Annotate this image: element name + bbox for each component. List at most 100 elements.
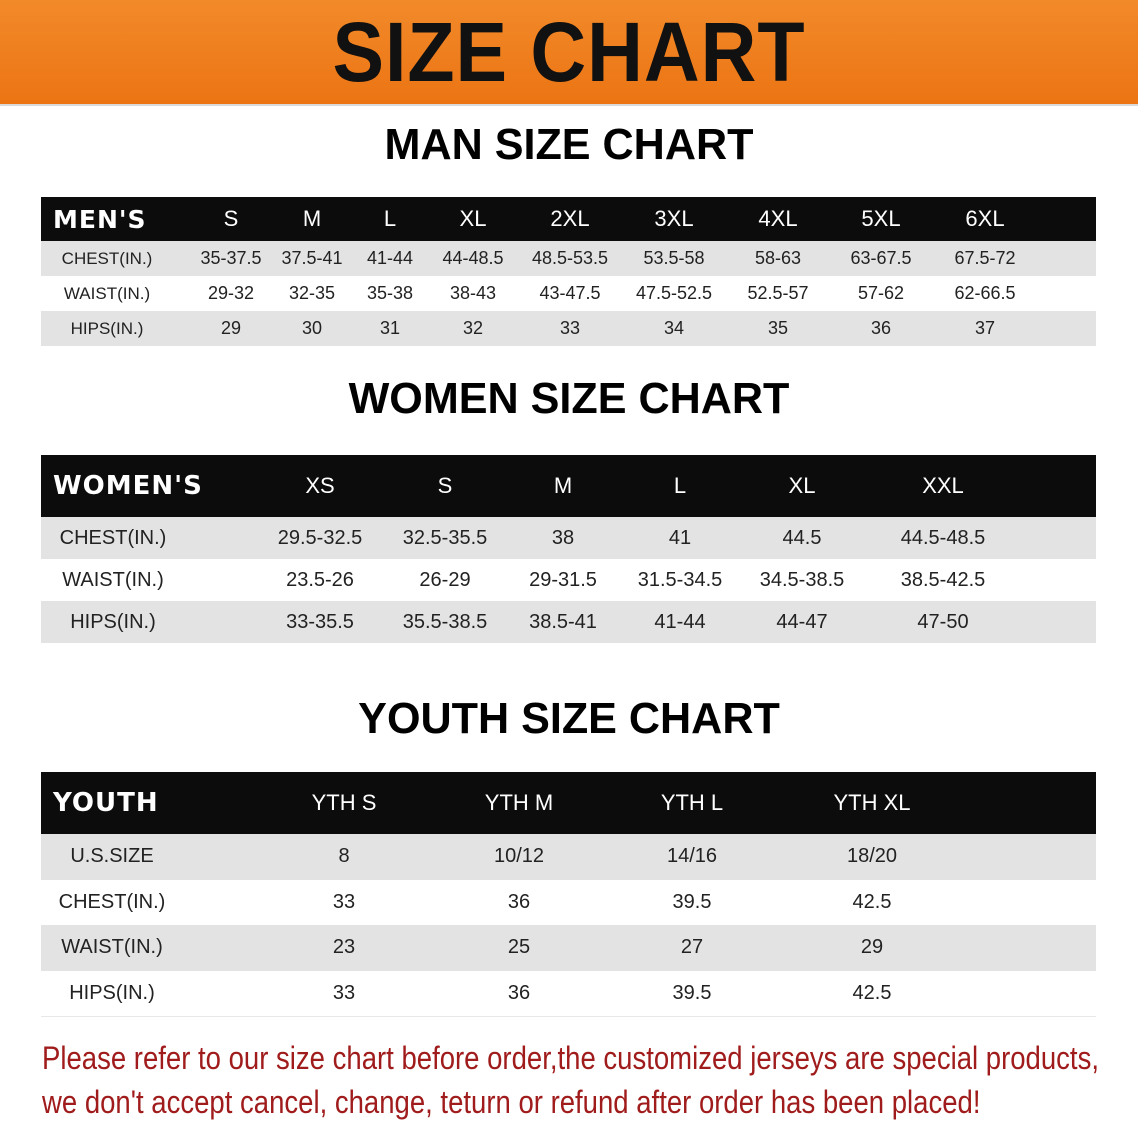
- measurement-value: 42.5: [852, 890, 892, 913]
- measurement-value: 36: [507, 890, 531, 913]
- measurement-value: 29: [220, 318, 242, 338]
- measurement-label: CHEST(IN.): [61, 248, 153, 268]
- table-row: WAIST(IN.) 23.5-26 26-29 29-31.5 31.5-34.5 34…: [41, 559, 1096, 601]
- youth-header-row: YOUTH YTH S YTH M YTH L YTH XL: [41, 772, 1096, 834]
- measurement-value: 44-48.5: [442, 248, 504, 268]
- measurement-value: 58-63: [754, 248, 802, 268]
- measurement-value: 63-67.5: [850, 248, 912, 268]
- measurement-value: 39.5: [672, 890, 712, 913]
- measurement-value: 36: [507, 981, 531, 1004]
- measurement-label: CHEST(IN.): [58, 890, 166, 913]
- measurement-value: 26-29: [419, 568, 471, 591]
- women-table-label: WOMEN'S: [53, 471, 203, 501]
- table-row: CHEST(IN.) 33 36 39.5 42.5: [41, 879, 1096, 925]
- measurement-value: 47.5-52.5: [635, 283, 713, 303]
- size-column-header: L: [383, 206, 397, 231]
- measurement-value: 34.5-38.5: [759, 568, 845, 591]
- measurement-value: 31.5-34.5: [637, 568, 723, 591]
- youth-table-label: YOUTH: [53, 788, 159, 818]
- measurement-value: 37: [974, 318, 996, 338]
- measurement-value: 35: [767, 318, 789, 338]
- size-column-header: XS: [305, 473, 335, 498]
- measurement-value: 44.5: [782, 526, 822, 549]
- size-column-header: M: [553, 473, 573, 498]
- measurement-value: 53.5-58: [643, 248, 705, 268]
- table-row: U.S.SIZE 8 10/12 14/16 18/20: [41, 834, 1096, 880]
- table-row: CHEST(IN.) 35-37.5 37.5-41 41-44 44-48.5 48.5…: [41, 241, 1096, 276]
- men-header-row: MEN'S S M L XL 2XL 3XL 4XL 5XL 6XL: [41, 197, 1096, 241]
- table-row: WAIST(IN.) 23 25 27 29: [41, 925, 1096, 971]
- women-section-title: WOMEN SIZE CHART: [348, 374, 790, 423]
- measurement-value: 41: [668, 526, 692, 549]
- size-column-header: YTH M: [484, 790, 554, 815]
- measurement-value: 35.5-38.5: [402, 610, 488, 633]
- measurement-label: U.S.SIZE: [70, 845, 154, 868]
- measurement-label: HIPS(IN.): [70, 318, 144, 338]
- measurement-value: 44.5-48.5: [900, 526, 986, 549]
- measurement-value: 38.5-41: [529, 610, 597, 633]
- measurement-value: 8: [338, 845, 350, 868]
- table-row: WAIST(IN.) 29-32 32-35 35-38 38-43 43-47.5 47.…: [41, 276, 1096, 311]
- measurement-value: 34: [663, 318, 685, 338]
- measurement-label: CHEST(IN.): [59, 526, 167, 549]
- measurement-value: 33: [332, 890, 356, 913]
- measurement-value: 29: [860, 936, 884, 959]
- women-header-row: WOMEN'S XS S M L XL XXL: [41, 455, 1096, 517]
- table-row: HIPS(IN.) 33 36 39.5 42.5: [41, 970, 1096, 1017]
- table-row: HIPS(IN.) 33-35.5 35.5-38.5 38.5-41 41-44 44-…: [41, 601, 1096, 643]
- size-column-header: YTH L: [660, 790, 724, 815]
- size-column-header: YTH S: [311, 790, 377, 815]
- measurement-value: 41-44: [366, 248, 414, 268]
- size-column-header: 6XL: [965, 206, 1005, 231]
- measurement-value: 23: [332, 936, 356, 959]
- men-table-label: MEN'S: [53, 204, 147, 234]
- measurement-value: 67.5-72: [954, 248, 1016, 268]
- measurement-value: 14/16: [666, 845, 718, 868]
- size-column-header: 4XL: [758, 206, 798, 231]
- size-column-header: 2XL: [550, 206, 590, 231]
- order-notice-line-2: we don't accept cancel, change, teturn o…: [42, 1084, 981, 1120]
- measurement-value: 32-35: [288, 283, 336, 303]
- size-column-header: S: [437, 473, 453, 498]
- measurement-value: 29.5-32.5: [277, 526, 363, 549]
- measurement-value: 48.5-53.5: [531, 248, 609, 268]
- men-size-table: MEN'S S M L XL 2XL 3XL 4XL 5XL 6XL CHEST(IN.) 35-37…: [41, 197, 1096, 346]
- measurement-value: 35-38: [366, 283, 414, 303]
- measurement-value: 30: [301, 318, 323, 338]
- size-column-header: XL: [788, 473, 816, 498]
- men-section-title: MAN SIZE CHART: [384, 120, 754, 169]
- measurement-value: 36: [870, 318, 892, 338]
- measurement-value: 29-32: [207, 283, 255, 303]
- measurement-value: 38-43: [449, 283, 497, 303]
- measurement-value: 62-66.5: [954, 283, 1016, 303]
- measurement-label: HIPS(IN.): [70, 610, 156, 633]
- banner: SIZE CHART: [0, 0, 1138, 106]
- measurement-value: 42.5: [852, 981, 892, 1004]
- measurement-label: HIPS(IN.): [69, 981, 155, 1004]
- measurement-value: 33-35.5: [286, 610, 354, 633]
- measurement-value: 23.5-26: [286, 568, 354, 591]
- size-column-header: XXL: [922, 473, 964, 498]
- youth-size-table: YOUTH YTH S YTH M YTH L YTH XL U.S.SIZE 8 10/12…: [41, 772, 1096, 1017]
- measurement-value: 32.5-35.5: [402, 526, 488, 549]
- youth-section-title: YOUTH SIZE CHART: [358, 694, 780, 743]
- measurement-value: 29-31.5: [529, 568, 597, 591]
- measurement-value: 31: [379, 318, 401, 338]
- measurement-value: 35-37.5: [200, 248, 262, 268]
- size-column-header: XL: [459, 206, 487, 231]
- measurement-value: 41-44: [654, 610, 706, 633]
- size-column-header: S: [223, 206, 239, 231]
- measurement-value: 33: [332, 981, 356, 1004]
- size-column-header: YTH XL: [833, 790, 911, 815]
- measurement-value: 18/20: [846, 845, 898, 868]
- size-column-header: 5XL: [861, 206, 901, 231]
- measurement-value: 10/12: [493, 845, 545, 868]
- order-notice-line-1: Please refer to our size chart before or…: [42, 1040, 1099, 1076]
- measurement-value: 25: [507, 936, 531, 959]
- order-notice: Please refer to our size chart before or…: [42, 1036, 1099, 1124]
- women-size-table: WOMEN'S XS S M L XL XXL CHEST(IN.) 29.5-32.5 32.5…: [41, 455, 1096, 643]
- measurement-value: 27: [680, 936, 704, 959]
- measurement-value: 47-50: [917, 610, 969, 633]
- measurement-value: 39.5: [672, 981, 712, 1004]
